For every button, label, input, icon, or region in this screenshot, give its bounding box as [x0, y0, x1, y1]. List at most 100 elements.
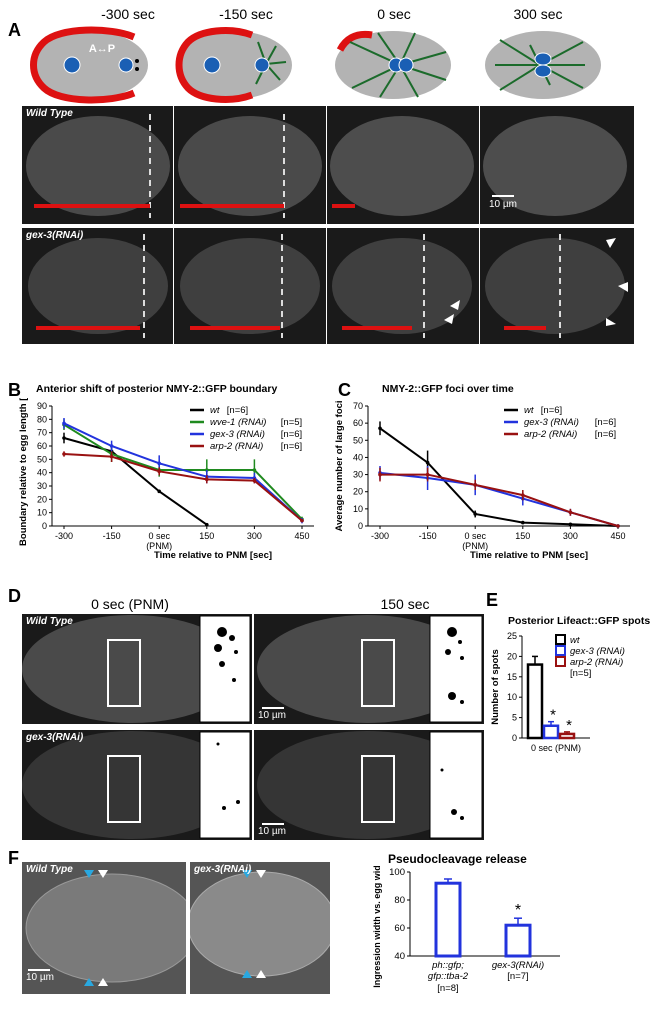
legend-entry: gex-3 (RNAi): [524, 417, 579, 428]
white-arrowhead-icon: [256, 970, 266, 978]
micrograph-row-gex-3: gex-3(RNAi): [22, 228, 634, 344]
x-tick-label: -300: [371, 531, 389, 541]
white-arrowhead-icon: [98, 978, 108, 986]
y-tick-label: 0: [358, 521, 363, 531]
cyan-arrowhead-icon: [84, 978, 94, 986]
region-box: [107, 639, 141, 707]
data-point: [521, 493, 525, 497]
data-point: [521, 520, 525, 525]
bar: [434, 881, 462, 958]
y-tick-label: 60: [37, 441, 47, 451]
y-tick-label: 25: [507, 631, 517, 641]
legend-n: [n=6]: [227, 405, 248, 416]
x-tick-label: 0 sec (PNM): [531, 743, 581, 753]
x-tick-label: (PNM): [462, 541, 488, 551]
embryo-image: [22, 731, 242, 839]
y-tick-label: 5: [512, 713, 517, 723]
n-label: [n=8]: [437, 983, 458, 994]
panel-label-f: F: [8, 848, 19, 868]
chart-b: 0 10 20 30 40 50 60 70 80 90 -300 -150 0 sec(PNM) 150…: [18, 398, 314, 561]
x-tick-label: 450: [610, 531, 625, 541]
data-point: [62, 452, 66, 456]
cortical-myosin-cap: [175, 27, 254, 103]
pronucleus: [398, 57, 414, 73]
x-tick-label: 0 sec: [148, 531, 170, 541]
x-axis-label: Time relative to PNM [sec]: [470, 550, 588, 561]
legend-entry: gex-3 (RNAi): [570, 646, 625, 657]
y-tick-label: 70: [353, 401, 363, 411]
legend-n: [n=5]: [570, 668, 591, 679]
y-tick-label: 10: [37, 508, 47, 518]
schematic-embryos: A↔P: [30, 26, 601, 104]
legend-entry: arp-2 (RNAi): [210, 441, 263, 452]
data-point: [157, 469, 161, 474]
scale-bar-label: 10 µm: [26, 972, 54, 983]
row-label-wild-type: Wild Type: [26, 616, 73, 627]
x-tick-label: -300: [55, 531, 73, 541]
legend-entry: arp-2 (RNAi): [570, 657, 623, 668]
y-tick-label: 80: [394, 895, 405, 906]
timepoint-label: -150 sec: [219, 6, 273, 22]
white-arrowhead-icon: [256, 870, 266, 878]
female-pronucleus: [63, 56, 81, 74]
x-tick-label: ph::gfp;: [431, 960, 464, 971]
micrograph-row-d-wild-type: Wild Type 10 µm: [22, 614, 484, 724]
scale-bar-label: 10 µm: [489, 199, 517, 210]
significance-star: *: [566, 717, 572, 734]
panel-label-c: C: [338, 380, 351, 400]
chromatin: [534, 64, 552, 78]
series-line: [63, 437, 208, 526]
embryo-outline: [32, 31, 148, 99]
zoom-inset: [429, 615, 483, 723]
y-tick-label: 50: [37, 454, 47, 464]
data-point: [425, 460, 430, 465]
schematic-embryo-3: [335, 30, 451, 99]
chart-e-title: Posterior Lifeact::GFP spots: [508, 615, 651, 627]
legend-n: [n=5]: [281, 417, 302, 428]
data-point: [425, 472, 430, 477]
thresholded-spots: [440, 768, 464, 820]
zoom-inset: [429, 731, 483, 839]
centrosome: [135, 59, 139, 63]
y-axis-label: Average number of large foci: [334, 400, 345, 531]
y-axis-label: Boundary relative to egg length [%]: [18, 398, 29, 546]
chart-f-title: Pseudocleavage release: [388, 852, 527, 866]
series-line: [379, 427, 619, 527]
data-point: [473, 512, 477, 516]
schematic-embryo-2: [175, 27, 292, 103]
embryo-image: [479, 106, 627, 224]
x-tick-label: -150: [419, 531, 437, 541]
data-point: [568, 510, 573, 515]
legend-n: [n=6]: [595, 417, 616, 428]
scale-bar-label: 10 µm: [258, 826, 286, 837]
schematic-embryo-4: [485, 31, 601, 99]
data-point: [157, 489, 161, 494]
data-point: [252, 478, 257, 483]
legend-entry: wt: [524, 405, 534, 416]
row-label-gex-3: gex-3(RNAi): [26, 732, 84, 743]
cyan-arrowhead-icon: [84, 870, 94, 878]
cyan-arrowhead-icon: [242, 870, 252, 878]
thresholded-spots: [445, 627, 464, 704]
significance-star: *: [515, 902, 521, 919]
y-tick-label: 70: [37, 428, 47, 438]
y-tick-label: 40: [394, 951, 405, 962]
x-tick-label: 0 sec: [464, 531, 486, 541]
x-tick-label: gfp::tba-2: [428, 971, 469, 982]
embryo-image: [326, 228, 472, 344]
legend-entry: wve-1 (RNAi): [210, 417, 266, 428]
zoom-inset: [199, 731, 251, 839]
chart-e: 0 5 10 15 20 25 * * 0 sec (PNM) Number of spots wt…: [490, 631, 625, 753]
y-tick-label: 50: [353, 435, 363, 445]
embryo-image: [326, 106, 474, 224]
data-point: [62, 436, 66, 440]
data-point: [616, 524, 620, 528]
embryo-image: [173, 228, 320, 344]
legend-n: [n=6]: [281, 441, 302, 452]
y-tick-label: 80: [37, 414, 47, 424]
y-tick-label: 30: [37, 481, 47, 491]
arrowhead-icon: [444, 314, 454, 324]
gex-3-embryo-images: [28, 228, 628, 344]
embryo-image: [257, 615, 477, 723]
panel-label-a: A: [8, 20, 21, 40]
